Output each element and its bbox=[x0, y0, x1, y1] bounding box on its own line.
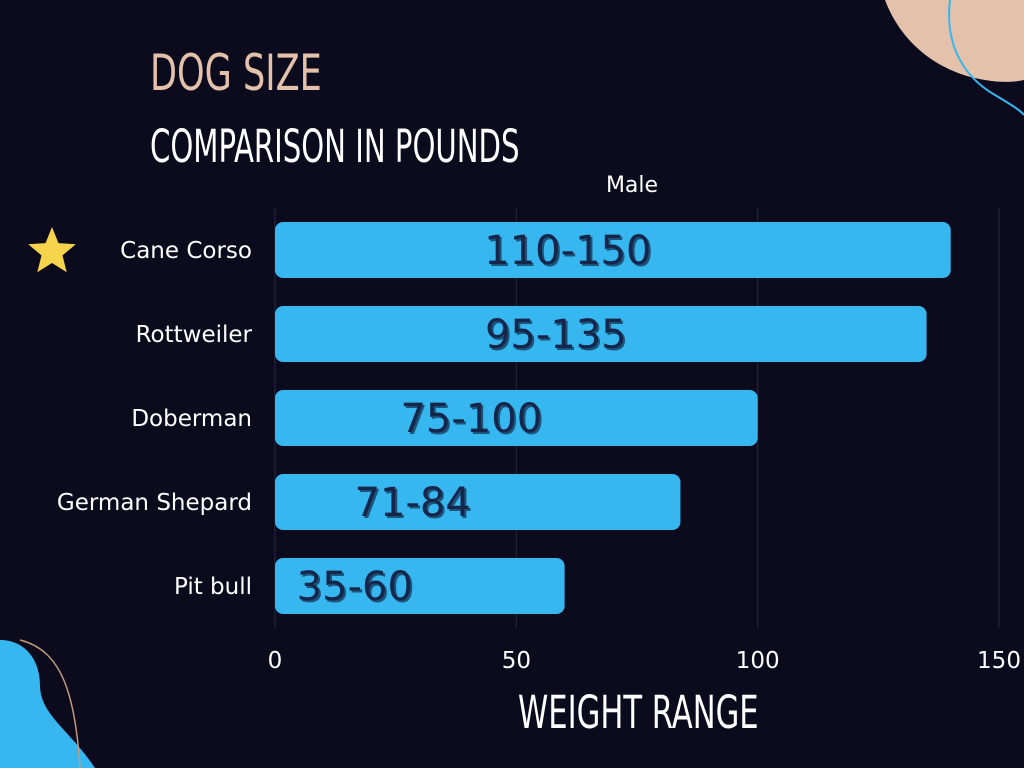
bar-3 bbox=[275, 474, 681, 530]
bar-label-shadow-4: 35-60 bbox=[299, 566, 415, 612]
x-tick-label-2: 100 bbox=[736, 648, 780, 674]
bar-1 bbox=[275, 306, 927, 362]
category-label-4: Pit bull bbox=[174, 574, 252, 600]
series-title: Male bbox=[606, 173, 658, 198]
category-label-1: Rottweiler bbox=[136, 322, 253, 348]
category-label-2: Doberman bbox=[131, 406, 252, 432]
bar-label-3: 71-84 bbox=[355, 480, 471, 526]
bar-label-4: 35-60 bbox=[297, 564, 413, 610]
bar-label-shadow-0: 110-150 bbox=[486, 230, 653, 276]
x-tick-label-1: 50 bbox=[502, 648, 531, 674]
category-label-3: German Shepard bbox=[57, 490, 252, 516]
category-label-0: Cane Corso bbox=[120, 238, 252, 264]
bar-label-1: 95-135 bbox=[485, 312, 627, 358]
title-line-2: Comparison in Pounds bbox=[150, 120, 520, 173]
bar-label-shadow-2: 75-100 bbox=[402, 398, 544, 444]
x-axis-title: WEIGHT RANGE bbox=[518, 686, 759, 739]
star-icon bbox=[28, 227, 76, 273]
bar-4 bbox=[275, 558, 565, 614]
bar-label-shadow-1: 95-135 bbox=[487, 314, 629, 360]
bar-label-shadow-3: 71-84 bbox=[357, 482, 473, 528]
x-tick-label-0: 0 bbox=[268, 648, 283, 674]
bar-0 bbox=[275, 222, 951, 278]
bar-label-0: 110-150 bbox=[484, 228, 651, 274]
title-line-1: Dog Size bbox=[150, 44, 322, 102]
bar-2 bbox=[275, 390, 758, 446]
bar-label-2: 75-100 bbox=[400, 396, 542, 442]
x-tick-label-3: 150 bbox=[977, 648, 1021, 674]
